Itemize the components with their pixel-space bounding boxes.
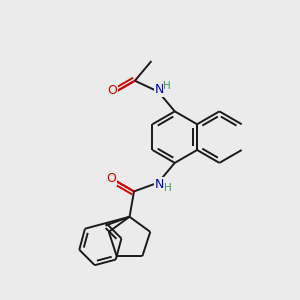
Text: H: H — [163, 81, 171, 91]
Text: N: N — [154, 83, 164, 96]
Text: N: N — [154, 178, 164, 191]
Text: O: O — [107, 84, 117, 97]
Text: H: H — [164, 183, 172, 193]
Text: O: O — [106, 172, 116, 185]
